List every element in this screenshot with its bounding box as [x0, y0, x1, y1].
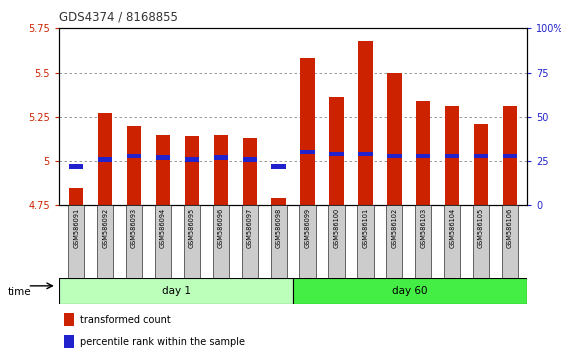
Bar — [386, 205, 402, 278]
Bar — [242, 205, 258, 278]
Bar — [503, 106, 517, 205]
Text: GSM586103: GSM586103 — [420, 207, 426, 247]
Bar — [474, 154, 488, 158]
Bar — [329, 97, 344, 205]
Bar — [300, 150, 315, 154]
Text: GSM586099: GSM586099 — [305, 207, 311, 247]
Text: GSM586105: GSM586105 — [478, 207, 484, 248]
Bar — [474, 124, 488, 205]
Bar — [272, 164, 286, 169]
Bar — [156, 135, 170, 205]
Text: GSM586096: GSM586096 — [218, 207, 224, 248]
Bar — [185, 157, 199, 161]
Text: GSM586101: GSM586101 — [362, 207, 369, 247]
Bar — [415, 205, 431, 278]
Bar — [242, 157, 257, 161]
Bar — [98, 157, 112, 161]
Bar — [184, 205, 200, 278]
Text: GSM586095: GSM586095 — [189, 207, 195, 248]
Bar — [358, 152, 373, 156]
Text: GSM586100: GSM586100 — [333, 207, 339, 248]
Bar — [473, 205, 489, 278]
Text: GDS4374 / 8168855: GDS4374 / 8168855 — [59, 10, 178, 23]
Bar — [503, 154, 517, 158]
Text: GSM586094: GSM586094 — [160, 207, 166, 248]
Text: GSM586104: GSM586104 — [449, 207, 455, 248]
Bar — [242, 138, 257, 205]
Bar — [387, 73, 402, 205]
Bar — [502, 205, 518, 278]
Bar — [416, 154, 430, 158]
Text: GSM586098: GSM586098 — [275, 207, 282, 248]
Bar — [97, 205, 113, 278]
Bar — [156, 155, 170, 160]
Bar — [98, 113, 112, 205]
Bar — [214, 155, 228, 160]
Text: GSM586097: GSM586097 — [247, 207, 253, 248]
Text: day 60: day 60 — [393, 286, 428, 296]
Bar — [69, 164, 84, 169]
Text: time: time — [7, 287, 31, 297]
Bar — [272, 198, 286, 205]
Text: GSM586092: GSM586092 — [102, 207, 108, 248]
Text: transformed count: transformed count — [80, 315, 171, 325]
Bar — [63, 313, 74, 326]
Bar — [68, 205, 84, 278]
Bar — [270, 205, 287, 278]
Bar — [445, 154, 459, 158]
Bar — [214, 135, 228, 205]
Bar — [69, 188, 84, 205]
Text: day 1: day 1 — [162, 286, 191, 296]
Text: GSM586093: GSM586093 — [131, 207, 137, 247]
Text: GSM586091: GSM586091 — [73, 207, 79, 247]
Text: GSM586106: GSM586106 — [507, 207, 513, 248]
Bar — [329, 152, 344, 156]
Bar — [387, 154, 402, 158]
Bar — [127, 154, 141, 158]
Bar — [59, 278, 293, 304]
Bar — [126, 205, 142, 278]
Bar — [416, 101, 430, 205]
Bar — [213, 205, 229, 278]
Bar — [300, 58, 315, 205]
Bar — [185, 136, 199, 205]
Bar — [358, 41, 373, 205]
Text: GSM586102: GSM586102 — [392, 207, 397, 248]
Bar — [357, 205, 374, 278]
Bar — [328, 205, 344, 278]
Bar — [63, 335, 74, 348]
Bar — [445, 106, 459, 205]
Text: percentile rank within the sample: percentile rank within the sample — [80, 337, 245, 347]
Bar — [293, 278, 527, 304]
Bar — [444, 205, 460, 278]
Bar — [127, 126, 141, 205]
Bar — [155, 205, 171, 278]
Bar — [300, 205, 316, 278]
